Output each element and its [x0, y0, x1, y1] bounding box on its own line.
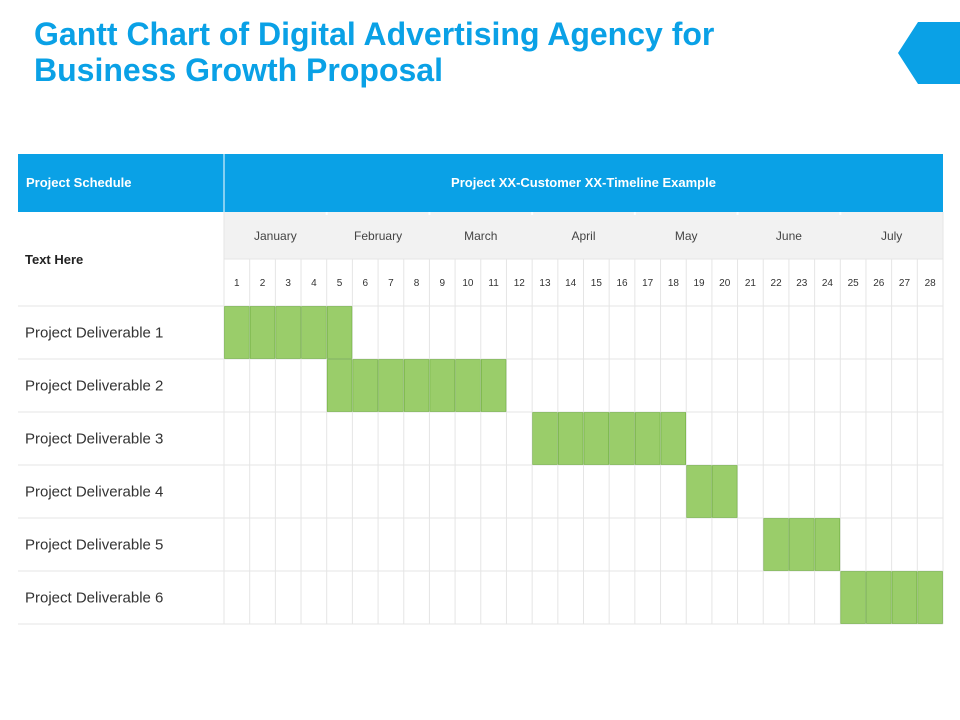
- title-line-1: Gantt Chart of Digital Advertising Agenc…: [34, 16, 715, 52]
- task-label: Project Deliverable 5: [25, 537, 163, 554]
- gantt-bar-cell: [840, 571, 866, 624]
- week-label: 1: [234, 278, 240, 289]
- gantt-bar-cell: [866, 571, 892, 624]
- week-label: 27: [899, 278, 911, 289]
- gantt-bar-cell: [660, 412, 687, 465]
- month-label: March: [464, 229, 497, 243]
- gantt-bar-cell: [558, 412, 584, 465]
- week-label: 9: [439, 278, 445, 289]
- gantt-bar-cell: [891, 571, 918, 624]
- month-label: June: [776, 229, 802, 243]
- week-label: 23: [796, 278, 808, 289]
- week-label: 10: [462, 278, 474, 289]
- task-label: Project Deliverable 3: [25, 431, 163, 448]
- gantt-bar-cell: [352, 359, 378, 412]
- task-label: Project Deliverable 4: [25, 484, 163, 501]
- corner-chevron-polygon: [898, 22, 960, 84]
- gantt-bar-cell: [403, 359, 430, 412]
- gantt-bar-cell: [326, 359, 353, 412]
- gantt-bar-cell: [583, 412, 609, 465]
- title-line-2: Business Growth Proposal: [34, 52, 443, 88]
- month-band: [224, 212, 943, 259]
- week-label: 22: [771, 278, 783, 289]
- row-header-label: Text Here: [25, 252, 83, 267]
- gantt-bar-cell: [378, 359, 404, 412]
- gantt-bar-cell: [429, 359, 455, 412]
- week-label: 25: [848, 278, 860, 289]
- week-label: 2: [260, 278, 266, 289]
- week-label: 24: [822, 278, 834, 289]
- month-label: May: [675, 229, 698, 243]
- page-title: Gantt Chart of Digital Advertising Agenc…: [34, 16, 834, 88]
- week-label: 5: [337, 278, 343, 289]
- task-label: Project Deliverable 1: [25, 325, 163, 342]
- gantt-bar-cell: [609, 412, 635, 465]
- gantt-bar-cell: [224, 306, 250, 359]
- gantt-bar-cell: [301, 306, 327, 359]
- gantt-bar-cell: [917, 571, 943, 624]
- week-label: 6: [362, 278, 368, 289]
- week-label: 20: [719, 278, 731, 289]
- week-label: 16: [616, 278, 628, 289]
- task-label: Project Deliverable 6: [25, 590, 163, 607]
- month-label: July: [881, 229, 902, 243]
- week-label: 19: [693, 278, 705, 289]
- gantt-bar-cell: [789, 518, 815, 571]
- gantt-bar-cell: [763, 518, 789, 571]
- header-right-label: Project XX-Customer XX-Timeline Example: [451, 175, 716, 190]
- week-label: 4: [311, 278, 317, 289]
- week-label: 26: [873, 278, 885, 289]
- week-label: 3: [285, 278, 291, 289]
- gantt-bar-cell: [326, 306, 353, 359]
- gantt-bar-cell: [275, 306, 301, 359]
- header-left-label: Project Schedule: [26, 175, 131, 190]
- gantt-bar-cell: [712, 465, 738, 518]
- week-label: 11: [488, 278, 499, 289]
- week-label: 17: [642, 278, 654, 289]
- gantt-bar-cell: [814, 518, 841, 571]
- week-label: 7: [388, 278, 394, 289]
- gantt-bar-cell: [455, 359, 481, 412]
- month-label: April: [571, 229, 595, 243]
- week-label: 18: [668, 278, 680, 289]
- corner-chevron-shape: [898, 22, 960, 84]
- gantt-bar-cell: [635, 412, 661, 465]
- week-label: 14: [565, 278, 577, 289]
- month-label: February: [354, 229, 402, 243]
- header-band: [18, 154, 943, 212]
- month-label: January: [254, 229, 297, 243]
- week-label: 8: [414, 278, 420, 289]
- gantt-bar-cell: [532, 412, 558, 465]
- gantt-bar-cell: [480, 359, 507, 412]
- gantt-bar-cell: [249, 306, 276, 359]
- week-label: 15: [591, 278, 603, 289]
- week-label: 21: [745, 278, 757, 289]
- week-label: 28: [925, 278, 937, 289]
- week-label: 12: [514, 278, 526, 289]
- gantt-bar-cell: [686, 465, 712, 518]
- week-label: 13: [539, 278, 551, 289]
- task-label: Project Deliverable 2: [25, 378, 163, 395]
